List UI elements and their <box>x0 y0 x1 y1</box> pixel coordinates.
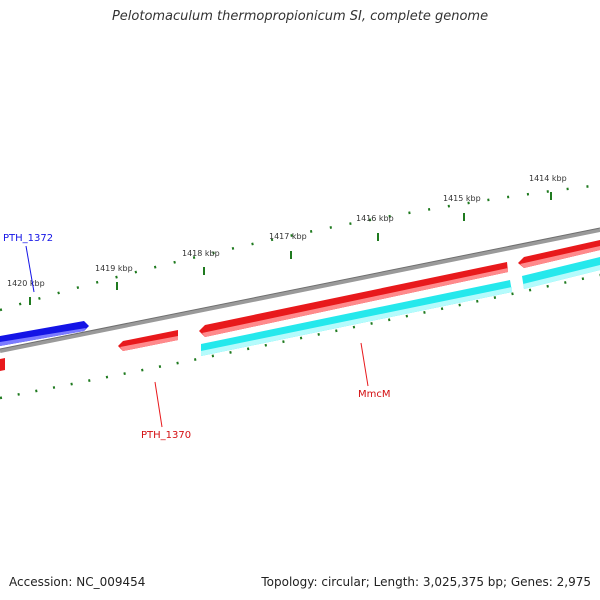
label-pth-1370[interactable]: PTH_1370 <box>141 430 191 441</box>
gene-pth-1370[interactable] <box>118 330 178 351</box>
cds-mmcm[interactable] <box>201 280 512 356</box>
map-title: Pelotomaculum thermopropionicum SI, comp… <box>111 9 489 24</box>
inner-tick-ring <box>0 273 600 400</box>
label-mmcm[interactable]: MmcM <box>358 389 391 400</box>
leader-mmcm <box>360 342 369 387</box>
scale-label-1417: 1417 kbp <box>269 232 307 241</box>
backbone-edge <box>0 227 600 350</box>
scale-label-1416: 1416 kbp <box>356 214 394 223</box>
gene-mmcm-forward[interactable] <box>199 262 508 337</box>
gene-forward-right[interactable] <box>518 240 600 268</box>
scale-label-1415: 1415 kbp <box>443 194 481 203</box>
scale-label-1418: 1418 kbp <box>182 249 220 258</box>
leader-pth-1370 <box>154 381 163 428</box>
leader-pth-1372 <box>25 245 35 293</box>
backbone <box>0 228 600 353</box>
accession-text: Accession: NC_009454 <box>9 575 146 589</box>
scale-label-1414: 1414 kbp <box>529 174 567 183</box>
scale-label-1420: 1420 kbp <box>7 279 45 288</box>
outer-tick-ring <box>0 183 600 312</box>
genome-summary-text: Topology: circular; Length: 3,025,375 bp… <box>261 575 591 589</box>
gene-pth-1372[interactable] <box>0 321 89 346</box>
label-pth-1372[interactable]: PTH_1372 <box>3 233 53 244</box>
gene-forward-left-edge[interactable] <box>0 358 5 371</box>
cds-right[interactable] <box>522 257 600 289</box>
scale-label-1419: 1419 kbp <box>95 264 133 273</box>
